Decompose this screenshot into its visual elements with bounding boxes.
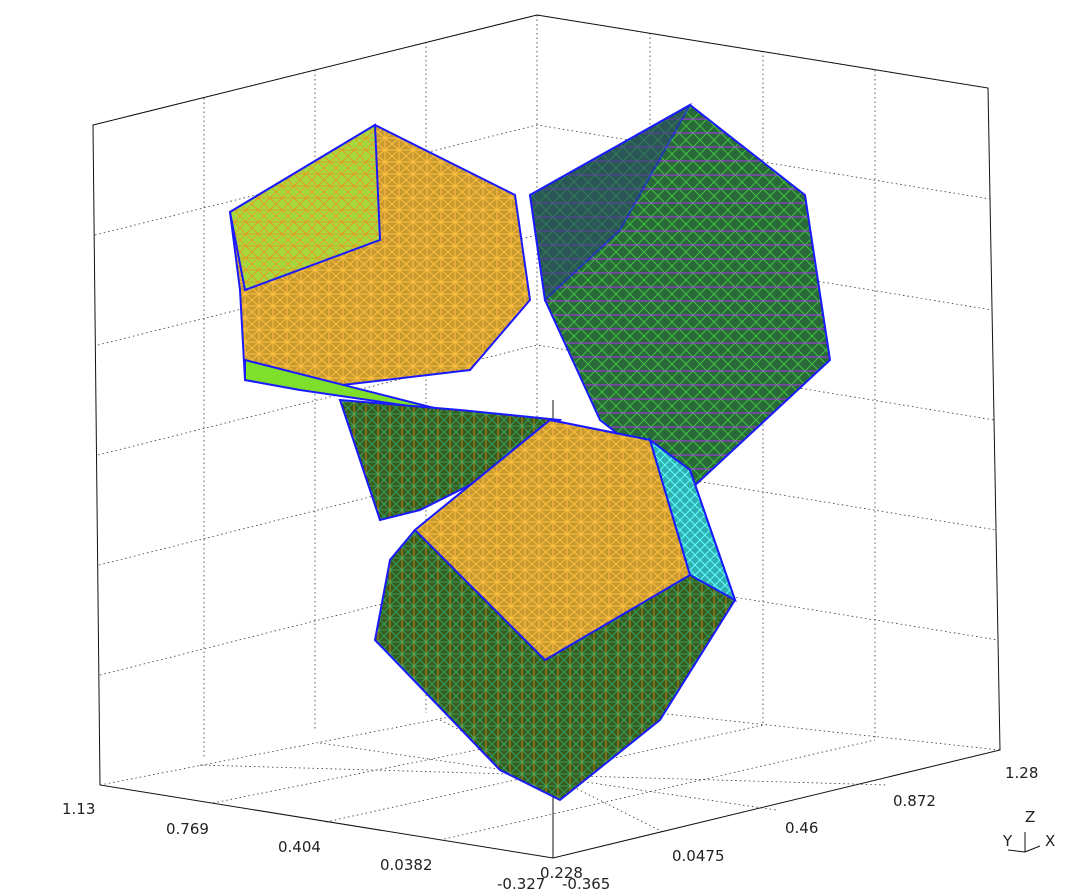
tick-label: -0.365 <box>562 875 610 893</box>
grain-upper-left <box>228 123 532 413</box>
axis-triad-icon: Z Y X <box>1002 808 1055 853</box>
tick-label: 0.404 <box>278 838 321 856</box>
tick-label: 1.28 <box>1005 764 1038 782</box>
axis-a-ticks: 1.13 0.769 0.404 0.0382 -0.327 <box>62 800 545 893</box>
axis-b-ticks: -0.365 0.0475 0.46 0.872 1.28 <box>562 764 1038 893</box>
tick-label: 1.13 <box>62 800 95 818</box>
tick-label: 0.769 <box>166 820 209 838</box>
tick-label: 0.228 <box>540 864 583 882</box>
tick-label: 0.0382 <box>380 856 433 874</box>
tick-label: 0.872 <box>893 792 936 810</box>
triad-y-label: Y <box>1002 832 1013 850</box>
triad-z-label: Z <box>1025 808 1035 826</box>
grain-upper-right <box>528 102 832 492</box>
triad-x-label: X <box>1045 832 1055 850</box>
tick-label: -0.327 <box>497 875 545 893</box>
tick-label: 0.46 <box>785 819 818 837</box>
grain-lower <box>373 418 737 802</box>
tick-label: 0.0475 <box>672 847 725 865</box>
